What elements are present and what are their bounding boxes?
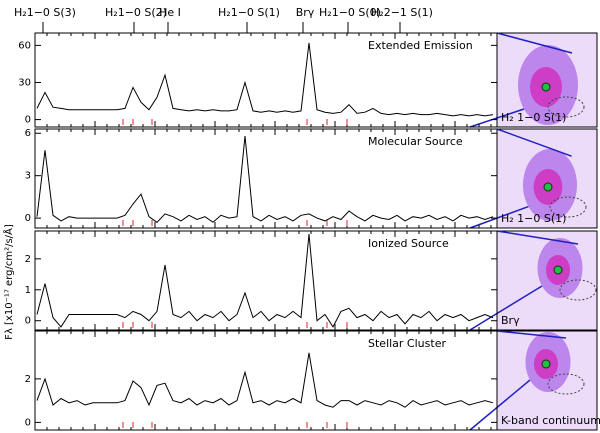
panel-frame xyxy=(34,128,498,229)
line-label: He I xyxy=(159,6,181,19)
y-tick-label: 0 xyxy=(25,115,31,126)
line-label: H₂2−1 S(1) xyxy=(371,6,433,19)
source-marker xyxy=(543,182,553,192)
line-label: Brγ xyxy=(296,6,315,19)
spectrum-line xyxy=(36,42,494,117)
line-label: H₂1−0 S(1) xyxy=(218,6,280,19)
contour xyxy=(547,96,585,118)
y-tick-label: 3 xyxy=(25,171,31,182)
image-label: K-band continuum xyxy=(501,414,600,427)
image-label: H₂ 1−0 S(1) xyxy=(501,212,566,225)
connector xyxy=(469,285,543,331)
source-marker xyxy=(541,359,551,369)
y-tick-label: 6 xyxy=(25,128,31,139)
panel-title: Extended Emission xyxy=(368,39,473,52)
spectrum-line xyxy=(36,352,494,408)
source-marker xyxy=(553,265,563,275)
connector xyxy=(496,330,567,339)
spectrum-line xyxy=(36,136,494,223)
connector xyxy=(469,379,531,431)
y-tick-label: 0 xyxy=(25,417,31,428)
y-tick-label: 1 xyxy=(25,285,31,296)
panel-frame xyxy=(34,32,498,128)
y-tick-label: 60 xyxy=(18,40,31,51)
connector xyxy=(496,128,572,157)
y-tick-label: 0 xyxy=(25,316,31,327)
y-tick-label: 2 xyxy=(25,254,31,265)
panel-title: Stellar Cluster xyxy=(368,337,446,350)
contour xyxy=(559,279,597,301)
panel-title: Ionized Source xyxy=(368,237,449,250)
line-label: H₂1−0 S(0) xyxy=(319,6,381,19)
spectrum-line xyxy=(36,234,494,328)
y-tick-label: 30 xyxy=(18,77,31,88)
connector xyxy=(469,205,529,229)
contour xyxy=(547,373,585,395)
y-tick-label: 0 xyxy=(25,213,31,224)
y-tick-label: 2 xyxy=(25,374,31,385)
connector xyxy=(496,32,573,54)
connector xyxy=(496,230,579,245)
panel-frame xyxy=(34,230,498,331)
source-marker xyxy=(541,82,551,92)
image-label: H₂ 1−0 S(1) xyxy=(501,111,566,124)
contour xyxy=(549,196,587,218)
image-label: Brγ xyxy=(501,314,520,327)
line-label: H₂1−0 S(2) xyxy=(105,6,167,19)
panel-frame xyxy=(34,330,498,431)
y-axis-label: Fλ [x10⁻¹⁷ erg/cm²/s/Å] xyxy=(2,224,15,340)
panel-title: Molecular Source xyxy=(368,135,463,148)
line-label: H₂1−0 S(3) xyxy=(14,6,76,19)
